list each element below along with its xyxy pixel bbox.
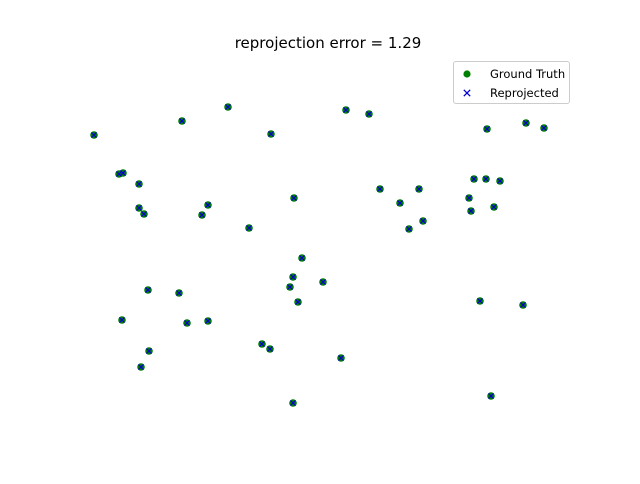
reprojected-point — [496, 177, 504, 185]
reprojected-point — [245, 224, 253, 232]
reprojected-point — [365, 110, 373, 118]
reprojected-point — [476, 297, 484, 305]
reprojected-point — [267, 130, 275, 138]
reprojected-point — [467, 207, 475, 215]
reprojected-point — [470, 175, 478, 183]
reprojected-point — [135, 180, 143, 188]
reprojected-point — [289, 273, 297, 281]
reprojected-point — [140, 210, 148, 218]
reprojected-point — [90, 131, 98, 139]
ground-truth-marker-icon — [463, 70, 471, 78]
reprojected-point — [376, 185, 384, 193]
reprojected-point — [337, 354, 345, 362]
legend: Ground Truth Reprojected — [453, 61, 570, 104]
reprojected-point — [137, 363, 145, 371]
reprojected-point — [266, 345, 274, 353]
reprojected-point — [135, 204, 143, 212]
reprojected-point — [290, 194, 298, 202]
reprojected-point — [519, 301, 527, 309]
reprojected-point — [396, 199, 404, 207]
reprojected-point — [540, 124, 548, 132]
reprojected-point — [286, 283, 294, 291]
reprojected-marker-icon — [463, 89, 471, 97]
reprojected-point — [483, 125, 491, 133]
reprojected-point — [490, 203, 498, 211]
reprojected-point — [482, 175, 490, 183]
reprojected-point — [119, 169, 127, 177]
reprojected-point — [204, 201, 212, 209]
reprojected-point — [118, 316, 126, 324]
legend-item-ground-truth: Ground Truth — [454, 65, 569, 83]
reprojected-point — [294, 298, 302, 306]
reprojected-point — [405, 225, 413, 233]
reprojected-point — [419, 217, 427, 225]
reprojected-point — [258, 340, 266, 348]
reprojected-point — [465, 194, 473, 202]
reprojected-layer — [90, 103, 548, 407]
reprojected-point — [224, 103, 232, 111]
reprojected-point — [342, 106, 350, 114]
reprojected-point — [204, 317, 212, 325]
reprojected-point — [145, 347, 153, 355]
reprojected-point — [144, 286, 152, 294]
chart-title: reprojection error = 1.29 — [234, 34, 422, 52]
reprojected-point — [198, 211, 206, 219]
legend-label-reprojected: Reprojected — [490, 86, 559, 100]
reprojected-point — [183, 319, 191, 327]
reprojected-point — [298, 254, 306, 262]
reprojected-point — [522, 119, 530, 127]
reprojected-point — [415, 185, 423, 193]
legend-label-ground-truth: Ground Truth — [490, 67, 566, 81]
reprojected-point — [289, 399, 297, 407]
reprojected-point — [487, 392, 495, 400]
ground-truth-layer — [90, 103, 548, 407]
legend-item-reprojected: Reprojected — [454, 84, 569, 102]
reprojected-point — [175, 289, 183, 297]
reprojected-point — [319, 278, 327, 286]
reprojected-point — [178, 117, 186, 125]
